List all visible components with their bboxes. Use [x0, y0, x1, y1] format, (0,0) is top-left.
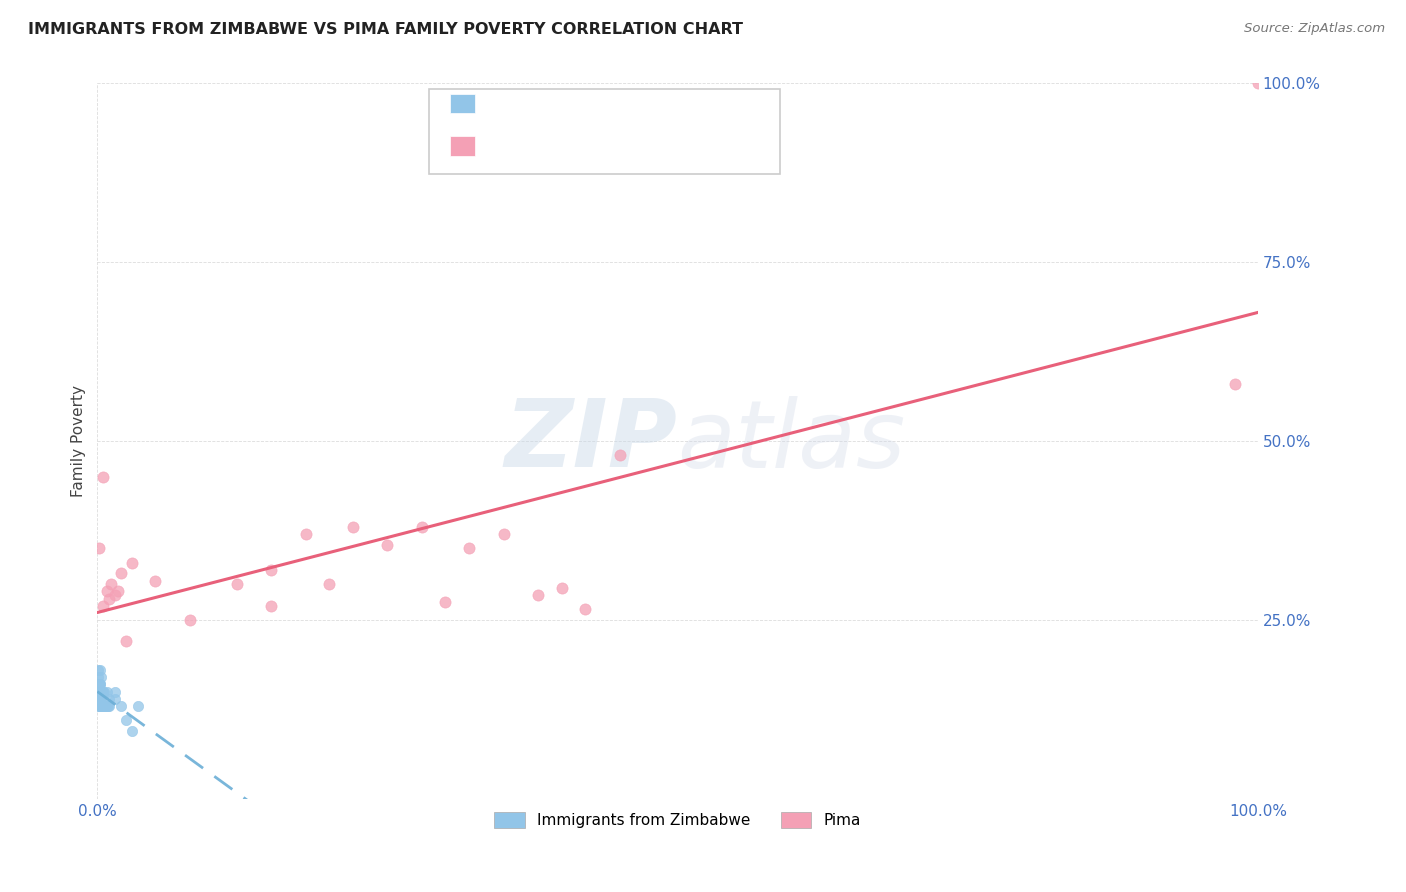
Point — [89, 691, 111, 706]
Point — [93, 698, 115, 713]
Point — [127, 698, 149, 713]
Point — [104, 588, 127, 602]
Point — [527, 588, 550, 602]
Point — [89, 698, 111, 713]
Text: Source: ZipAtlas.com: Source: ZipAtlas.com — [1244, 22, 1385, 36]
Point — [457, 541, 479, 556]
Point — [96, 584, 118, 599]
Point — [91, 698, 114, 713]
Point — [377, 538, 399, 552]
Point — [87, 684, 110, 698]
Point — [411, 520, 433, 534]
Point — [225, 577, 247, 591]
Point — [90, 684, 112, 698]
Point — [104, 684, 127, 698]
Point — [87, 698, 110, 713]
Point — [97, 691, 120, 706]
Point — [87, 698, 110, 713]
Point — [110, 566, 132, 581]
Point — [179, 613, 201, 627]
Point — [100, 577, 122, 591]
Text: R =: R = — [486, 133, 523, 151]
Text: atlas: atlas — [678, 396, 905, 487]
Point — [1247, 77, 1270, 91]
Point — [107, 584, 129, 599]
Point — [260, 599, 283, 613]
Point — [1223, 376, 1246, 391]
Point — [87, 677, 110, 691]
Point — [90, 670, 112, 684]
Point — [574, 602, 596, 616]
Text: N =: N = — [603, 90, 651, 108]
Point — [87, 541, 110, 556]
Point — [96, 698, 118, 713]
Point — [89, 677, 111, 691]
Point — [115, 634, 138, 648]
Text: R =: R = — [486, 90, 523, 108]
Point — [342, 520, 364, 534]
Point — [295, 527, 318, 541]
Text: IMMIGRANTS FROM ZIMBABWE VS PIMA FAMILY POVERTY CORRELATION CHART: IMMIGRANTS FROM ZIMBABWE VS PIMA FAMILY … — [28, 22, 744, 37]
Point — [94, 698, 117, 713]
Point — [93, 684, 115, 698]
Point — [87, 684, 110, 698]
Point — [89, 663, 111, 677]
Point — [121, 723, 143, 738]
Point — [550, 581, 572, 595]
Point — [115, 713, 138, 727]
Point — [91, 470, 114, 484]
Text: 30: 30 — [652, 133, 675, 151]
Text: ZIP: ZIP — [505, 395, 678, 487]
Point — [145, 574, 167, 588]
Point — [90, 691, 112, 706]
Point — [121, 556, 143, 570]
Point — [104, 691, 127, 706]
Point — [97, 698, 120, 713]
Text: N =: N = — [603, 133, 651, 151]
Point — [434, 595, 457, 609]
Point — [89, 698, 111, 713]
Point — [318, 577, 340, 591]
Point — [492, 527, 515, 541]
Text: 0.592: 0.592 — [533, 133, 585, 151]
Point — [89, 677, 111, 691]
Point — [89, 691, 111, 706]
Point — [87, 663, 110, 677]
Text: 0.189: 0.189 — [533, 90, 585, 108]
Text: 38: 38 — [652, 90, 675, 108]
Point — [91, 698, 114, 713]
Point — [87, 684, 110, 698]
Point — [110, 698, 132, 713]
Point — [97, 698, 120, 713]
Point — [87, 670, 110, 684]
Point — [91, 599, 114, 613]
Point — [87, 691, 110, 706]
Point — [260, 563, 283, 577]
Point — [90, 698, 112, 713]
Y-axis label: Family Poverty: Family Poverty — [72, 385, 86, 497]
Point — [91, 684, 114, 698]
Point — [91, 684, 114, 698]
Legend: Immigrants from Zimbabwe, Pima: Immigrants from Zimbabwe, Pima — [488, 805, 868, 834]
Point — [97, 591, 120, 606]
Point — [609, 449, 631, 463]
Point — [96, 684, 118, 698]
